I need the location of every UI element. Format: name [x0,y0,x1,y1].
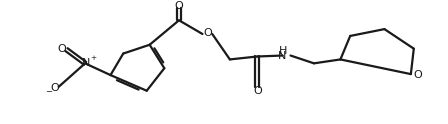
Text: O: O [50,83,59,93]
Text: O: O [57,44,66,54]
Text: H: H [279,46,287,56]
Text: O: O [253,86,262,96]
Text: O: O [175,1,183,11]
Text: +: + [90,55,96,62]
Text: O: O [414,70,422,80]
Text: O: O [203,28,212,38]
Text: N: N [82,58,90,68]
Text: N: N [277,51,286,62]
Text: −: − [45,87,52,96]
